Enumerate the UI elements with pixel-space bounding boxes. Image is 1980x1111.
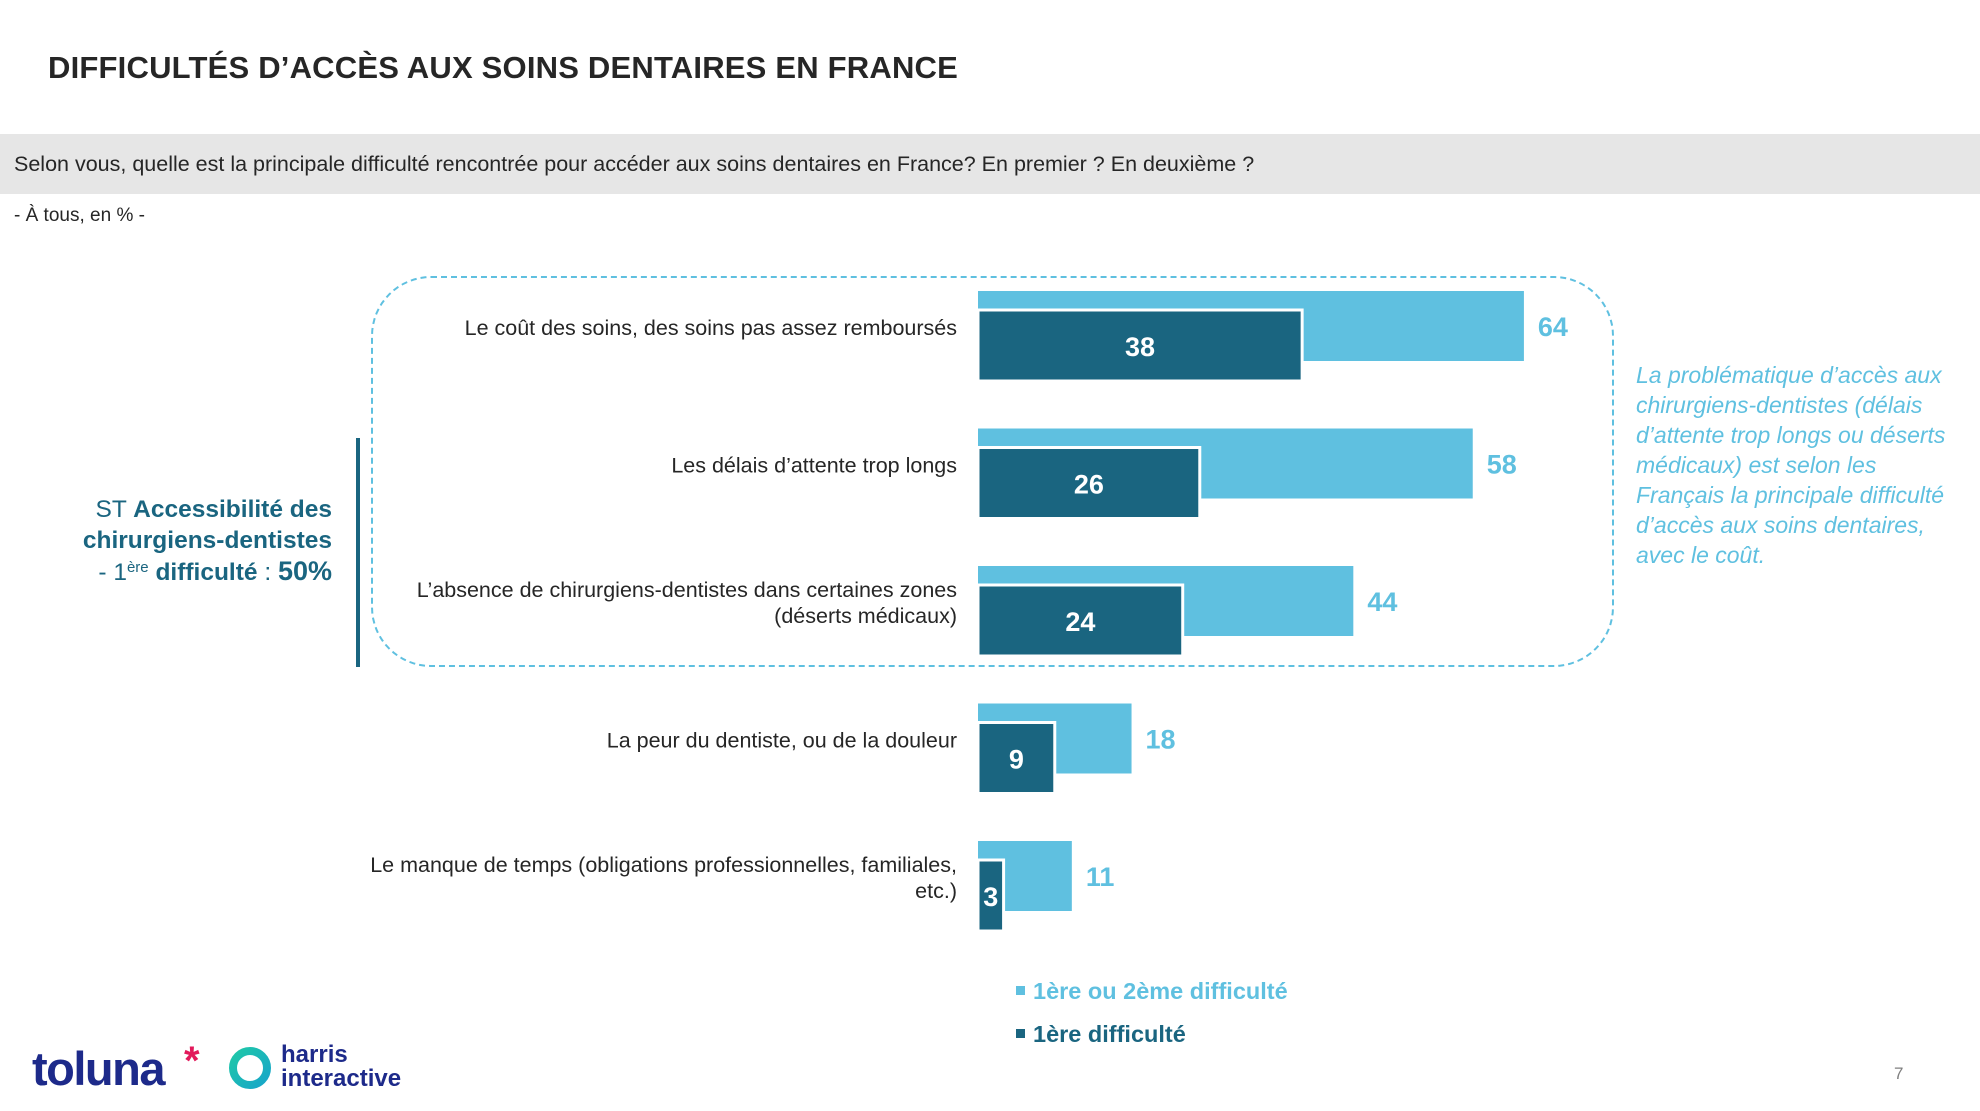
value-label-series2-4: 3 — [983, 882, 998, 912]
subtotal-prefix: ST — [95, 496, 134, 523]
logo-ring-icon — [229, 1047, 271, 1089]
logo-harris-line1: harris — [281, 1041, 348, 1068]
value-label-series2-0: 38 — [1125, 332, 1155, 362]
base-note: - À tous, en % - — [14, 205, 145, 226]
legend-item-series1: 1ère ou 2ème difficulté — [1016, 978, 1288, 1005]
question-banner — [0, 134, 1980, 194]
value-label-series2-1: 26 — [1074, 470, 1104, 500]
subtotal-colon: : — [257, 559, 278, 586]
value-label-series1-4: 11 — [1086, 862, 1115, 892]
category-label-3: La peur du dentiste, ou de la douleur — [607, 729, 957, 753]
legend-label-series1: 1ère ou 2ème difficulté — [1033, 978, 1288, 1004]
category-label-4-line0: Le manque de temps (obligations professi… — [370, 853, 957, 877]
subtotal-value: 50% — [277, 556, 332, 586]
logo-asterisk: * — [184, 1039, 200, 1083]
bar-series2-3 — [976, 721, 1057, 795]
category-label-1: Les délais d’attente trop longs — [671, 454, 957, 478]
legend-label-series2: 1ère difficulté — [1033, 1021, 1186, 1047]
category-label-0: Le coût des soins, des soins pas assez r… — [465, 316, 957, 340]
category-label-2-line1: (déserts médicaux) — [774, 604, 957, 628]
legend-swatch-light — [1016, 986, 1025, 995]
subtotal-callout: ST Accessibilité des chirurgiens-dentist… — [40, 494, 332, 588]
logo-toluna-text: toluna — [32, 1042, 165, 1095]
subtotal-dash: - 1 — [98, 559, 127, 586]
subtotal-group-frame — [371, 276, 1614, 667]
logo-harris-text: harris interactive — [281, 1043, 401, 1091]
bar-series2-1 — [976, 446, 1202, 520]
subtotal-sup: ère — [126, 559, 149, 576]
legend-swatch-dark — [1016, 1029, 1025, 1038]
page-title: DIFFICULTÉS D’ACCÈS AUX SOINS DENTAIRES … — [48, 50, 958, 85]
subtotal-label: Accessibilité des chirurgiens-dentistes — [82, 496, 332, 554]
bar-series2-4 — [976, 858, 1006, 933]
insight-note: La problématique d’accès aux chirurgiens… — [1636, 362, 1946, 568]
value-label-series2-3: 9 — [1009, 745, 1024, 775]
value-label-series1-0: 64 — [1538, 312, 1568, 342]
category-label-2-line0: L’absence de chirurgiens-dentistes dans … — [417, 578, 957, 602]
page-number: 7 — [1894, 1064, 1904, 1083]
survey-question: Selon vous, quelle est la principale dif… — [14, 152, 1255, 176]
value-label-series1-1: 58 — [1487, 450, 1517, 480]
subtotal-label-2: difficulté — [148, 559, 258, 586]
subtotal-bracket-line — [356, 438, 360, 667]
value-label-series2-2: 24 — [1065, 607, 1095, 637]
bar-series2-2 — [976, 583, 1185, 658]
legend-item-series2: 1ère difficulté — [1016, 1021, 1186, 1048]
company-logo: toluna * harris interactive — [32, 1039, 432, 1098]
logo-harris-line2: interactive — [281, 1065, 402, 1092]
bar-series2-0 — [976, 308, 1304, 383]
category-label-4-line1: etc.) — [915, 879, 957, 903]
value-label-series1-2: 44 — [1367, 587, 1397, 617]
value-label-series1-3: 18 — [1146, 725, 1176, 755]
